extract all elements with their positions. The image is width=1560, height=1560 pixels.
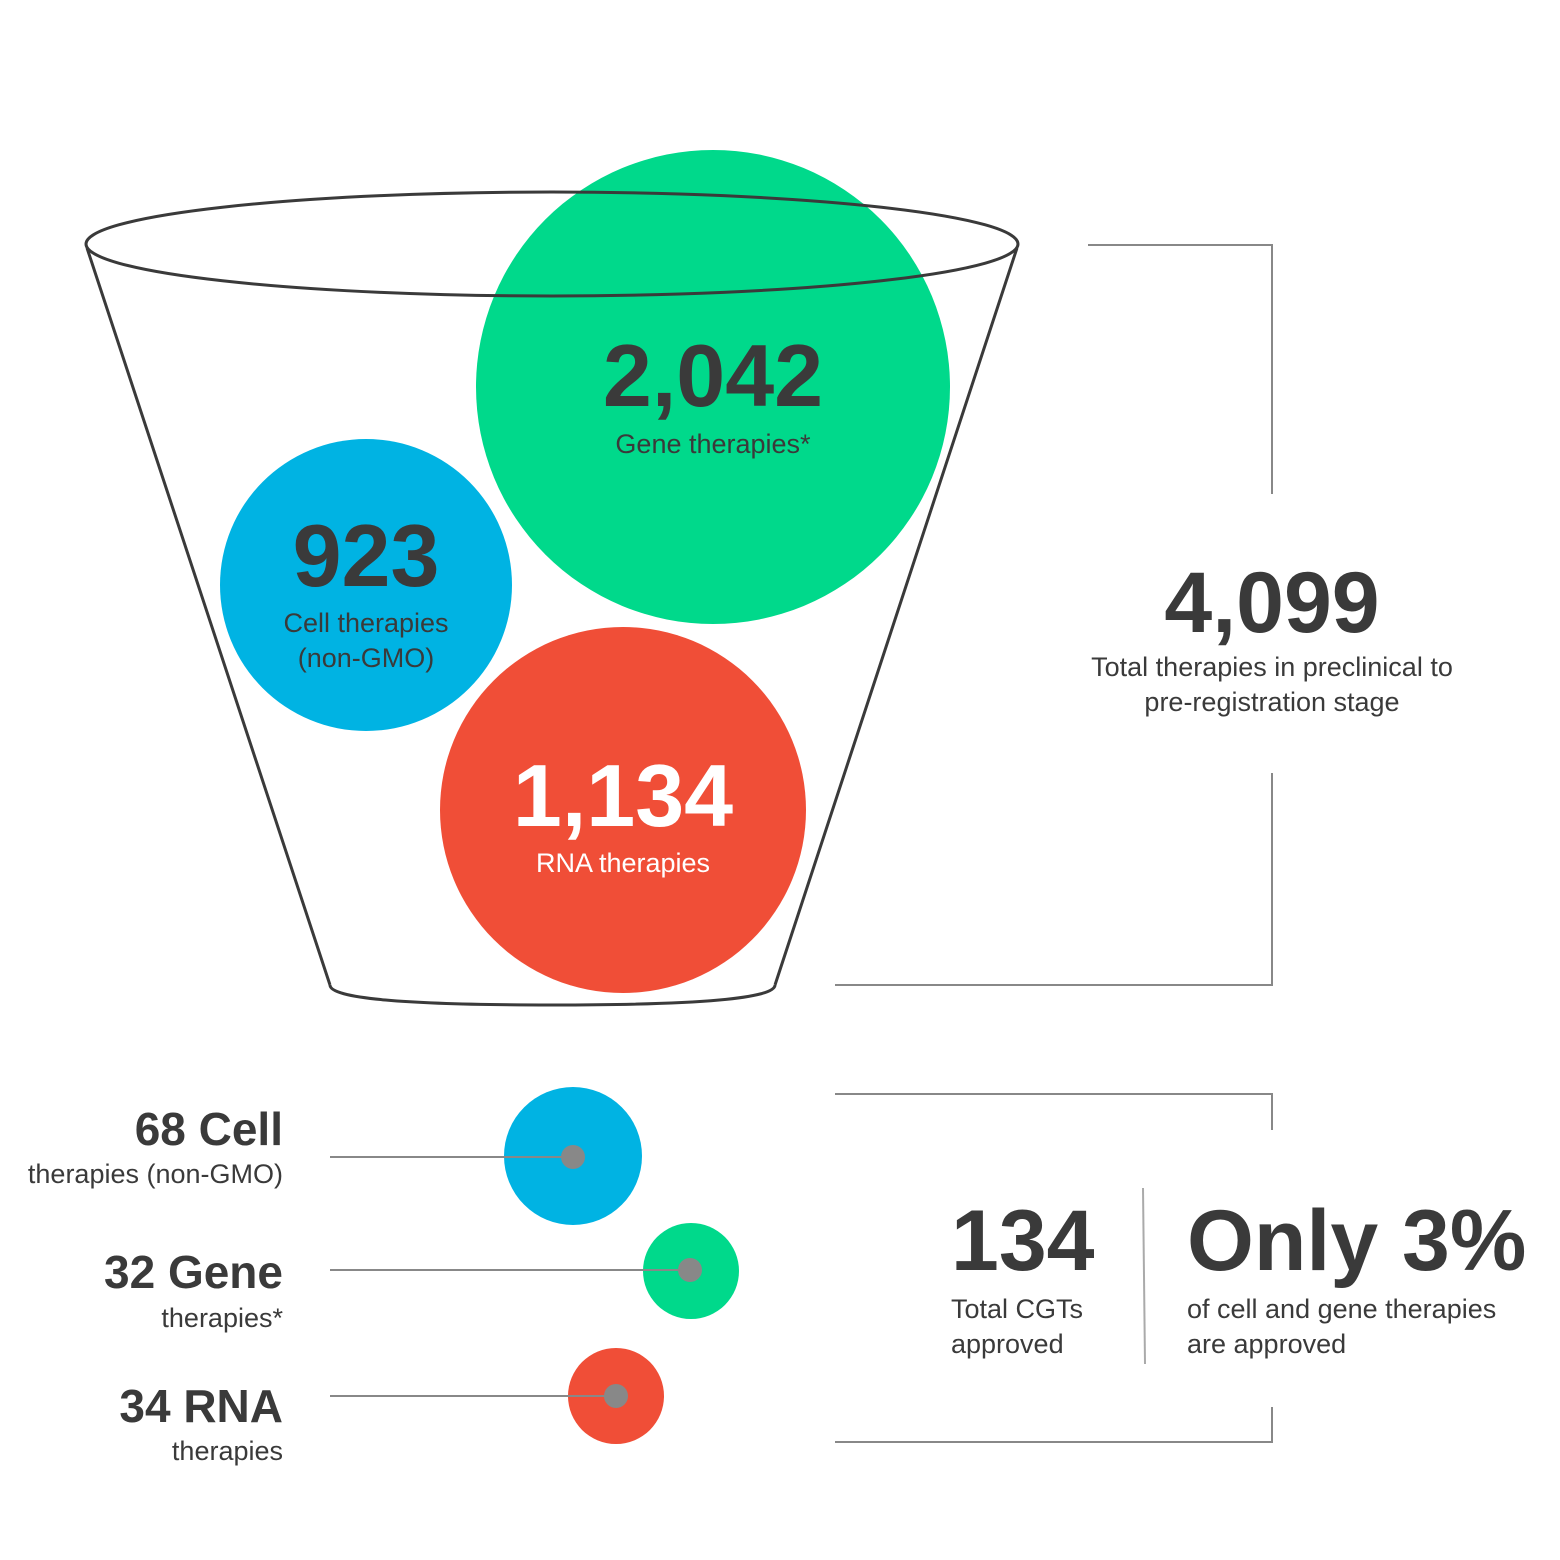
cell-count: 923 xyxy=(292,506,440,605)
approved-total-count: 134 xyxy=(951,1193,1095,1289)
funnel-outline xyxy=(85,247,1019,1007)
rna-label: RNA therapies xyxy=(535,848,711,878)
approved-cell-dot xyxy=(561,1145,585,1169)
total-label-line1: Total therapies in preclinical to xyxy=(1091,652,1453,682)
approved-rna-sub: therapies xyxy=(171,1436,283,1466)
cell-label-line1: Cell therapies xyxy=(283,608,449,638)
approved-gene-head: 32 Gene xyxy=(104,1246,283,1298)
cell-circle xyxy=(220,439,512,731)
approved-cell-sub: therapies (non-GMO) xyxy=(27,1159,283,1189)
approved-rna-head: 34 RNA xyxy=(119,1380,283,1432)
approved-bracket xyxy=(835,1093,1273,1443)
approved-gene-dot xyxy=(678,1258,702,1282)
summary-divider xyxy=(1142,1187,1146,1365)
rna-count: 1,134 xyxy=(512,746,734,845)
approved-total-label-line2: approved xyxy=(951,1329,1064,1359)
cell-label-line2: (non-GMO) xyxy=(297,643,435,673)
approved-percent: Only 3% xyxy=(1187,1193,1527,1289)
total-bracket xyxy=(835,244,1273,986)
total-label-line2: pre-registration stage xyxy=(1144,687,1400,717)
approved-rna-dot xyxy=(604,1384,628,1408)
approved-percent-label-line1: of cell and gene therapies xyxy=(1187,1294,1497,1324)
gene-count: 2,042 xyxy=(602,326,824,425)
funnel-rim xyxy=(84,190,1020,298)
rna-circle xyxy=(440,627,806,993)
approved-cell-head: 68 Cell xyxy=(134,1103,283,1155)
approved-total-label-line1: Total CGTs xyxy=(951,1294,1084,1324)
gene-label: Gene therapies* xyxy=(615,429,811,459)
approved-percent-label-line2: are approved xyxy=(1187,1329,1347,1359)
gene-circle xyxy=(476,150,950,624)
total-count: 4,099 xyxy=(1164,555,1380,651)
approved-gene-sub: therapies* xyxy=(161,1303,283,1333)
